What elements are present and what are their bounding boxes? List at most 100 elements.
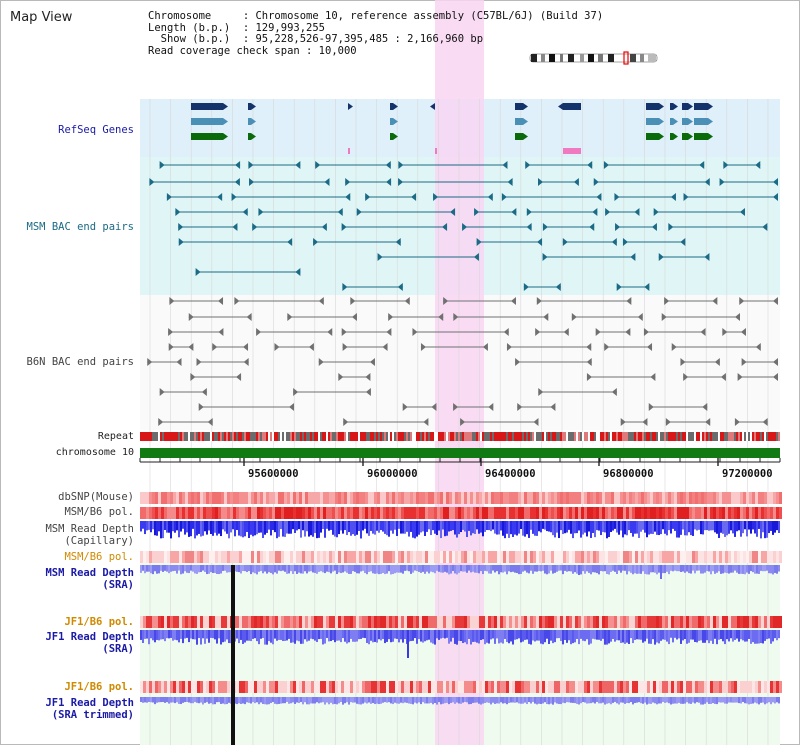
heatmap-cell (320, 681, 323, 693)
heatmap-cell (383, 551, 386, 563)
heatmap-cell (422, 681, 425, 693)
depth-bar (320, 521, 322, 533)
depth-bar (304, 521, 306, 537)
depth-bar (482, 565, 484, 575)
heatmap-cell (155, 616, 158, 628)
depth-bar (396, 521, 398, 536)
depth-bar (530, 565, 532, 571)
heatmap-cell (416, 551, 419, 563)
heatmap-cell (449, 492, 452, 504)
heatmap-cell (749, 681, 752, 693)
label-refseq-genes[interactable]: RefSeq Genes (58, 124, 134, 136)
heatmap-cell (575, 507, 578, 519)
heatmap-cell (359, 681, 362, 693)
depth-bar (290, 630, 292, 643)
heatmap-cell (233, 492, 236, 504)
b6n-bac-pair-end (369, 358, 375, 366)
repeat-segment (144, 432, 146, 441)
heatmap-cell (380, 616, 383, 628)
heatmap-cell (500, 616, 503, 628)
msm-bac-pair-end (345, 178, 351, 186)
heatmap-cell (713, 551, 716, 563)
heatmap-cell (476, 616, 479, 628)
label-msm-bac-end-pairs[interactable]: MSM BAC end pairs (26, 221, 134, 233)
heatmap-cell (485, 492, 488, 504)
label-b6n-bac-end-pairs[interactable]: B6N BAC end pairs (26, 356, 134, 368)
depth-bar (590, 565, 592, 575)
heatmap-cell (185, 492, 188, 504)
heatmap-cell (365, 616, 368, 628)
depth-bar (456, 630, 458, 645)
b6n-bac-pair-end (595, 328, 601, 336)
heatmap-cell (737, 616, 740, 628)
repeat-segment (446, 432, 448, 441)
repeat-segment (732, 432, 734, 441)
heatmap-cell (434, 507, 437, 519)
b6n-bac-pair-end (327, 328, 333, 336)
depth-bar (612, 565, 614, 571)
depth-bar (732, 565, 734, 573)
gene-strand-arrow (251, 133, 256, 140)
depth-bar (526, 521, 528, 535)
heatmap-cell (446, 681, 449, 693)
heatmap-cell (566, 551, 569, 563)
depth-bar (494, 630, 496, 644)
b6n-bac-pair-end (735, 313, 741, 321)
depth-bar (204, 565, 206, 572)
msm-bac-pair-end (653, 208, 659, 216)
heatmap-cell (617, 507, 620, 519)
depth-bar (268, 630, 270, 642)
heatmap-cell (680, 507, 683, 519)
depth-bar (218, 697, 220, 703)
heatmap-cell (263, 551, 266, 563)
depth-bar (732, 521, 734, 534)
depth-spike (407, 630, 409, 658)
repeat-segment (328, 432, 330, 441)
depth-bar (718, 697, 720, 703)
depth-bar (236, 521, 238, 531)
depth-bar (622, 565, 624, 571)
depth-bar (172, 630, 174, 641)
heatmap-cell (644, 507, 647, 519)
heatmap-cell (776, 492, 779, 504)
depth-bar (604, 565, 606, 572)
depth-bar (470, 521, 472, 536)
depth-bar (314, 697, 316, 704)
depth-bar (560, 565, 562, 571)
depth-bar (532, 697, 534, 702)
depth-bar (560, 630, 562, 641)
msm-bac-pair-end (525, 161, 531, 169)
depth-bar (576, 565, 578, 574)
depth-bar (716, 565, 718, 573)
depth-bar (198, 565, 200, 573)
depth-bar (442, 630, 444, 638)
depth-bar (352, 521, 354, 535)
depth-bar (572, 697, 574, 703)
depth-bar (278, 565, 280, 571)
repeat-segment (620, 432, 622, 441)
heatmap-cell (395, 492, 398, 504)
heatmap-cell (386, 492, 389, 504)
depth-bar (478, 697, 480, 704)
heatmap-cell (392, 551, 395, 563)
depth-bar (492, 565, 494, 571)
info-coverage-span: Read coverage check span : 10,000 (148, 44, 357, 57)
depth-bar (592, 630, 594, 639)
heatmap-cell (461, 681, 464, 693)
heatmap-cell (644, 551, 647, 563)
heatmap-cell (191, 681, 194, 693)
heatmap-cell (548, 551, 551, 563)
depth-bar (574, 521, 576, 534)
depth-bar (372, 697, 374, 704)
depth-bar (164, 565, 166, 571)
heatmap-cell (668, 551, 671, 563)
depth-bar (518, 630, 520, 639)
heatmap-cell (677, 492, 680, 504)
depth-bar (590, 630, 592, 644)
heatmap-cell (500, 551, 503, 563)
depth-bar (368, 521, 370, 536)
heatmap-cell (746, 616, 749, 628)
depth-bar (302, 521, 304, 531)
depth-bar (360, 565, 362, 572)
